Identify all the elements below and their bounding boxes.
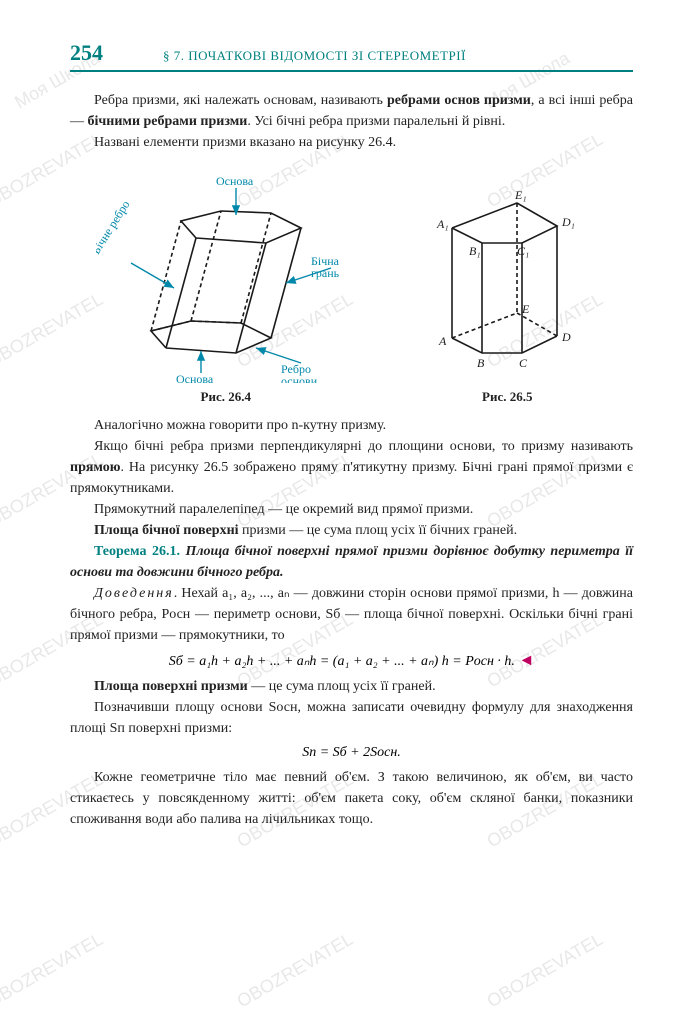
formula-2: Sп = Sб + 2Sосн. xyxy=(70,745,633,761)
vertex-label: A₁ xyxy=(436,217,449,231)
paragraph-3: Аналогічно можна говорити про n-кутну пр… xyxy=(70,415,633,436)
paragraph-9: Кожне геометричне тіло має певний об'єм.… xyxy=(70,767,633,830)
watermark: OBOZREVATEL xyxy=(0,929,107,1012)
label-osnova-bot: Основа xyxy=(176,372,214,383)
watermark: OBOZREVATEL xyxy=(483,929,606,1012)
vertex-label: B xyxy=(477,356,485,370)
term: Площа бічної поверхні xyxy=(94,523,239,538)
paragraph-7: Площа поверхні призми — це сума площ усі… xyxy=(70,676,633,697)
theorem-label: Теорема 26.1. xyxy=(94,544,180,559)
vertex-label: C xyxy=(519,356,528,370)
figure-caption-1: Рис. 26.4 xyxy=(96,389,356,405)
text: Ребра призми, які належать основам, нази… xyxy=(94,93,387,108)
formula-1: Sб = a₁h + a₂h + ... + aₙh = (a₁ + a₂ + … xyxy=(70,652,633,670)
term: прямою xyxy=(70,460,120,475)
text: . Усі бічні ребра призми паралельні й рі… xyxy=(247,114,505,129)
figure-26-5: A₁ B₁ C₁ D₁ E₁ A B C D E Рис. 26.5 xyxy=(407,173,607,405)
label-bichna-gran: Бічнагрань xyxy=(311,254,340,280)
text: Якщо бічні ребра призми перпендикулярні … xyxy=(94,439,633,454)
vertex-label: A xyxy=(438,334,447,348)
vertex-label: D xyxy=(561,330,571,344)
text: . На рисунку 26.5 зображено пряму п'ятик… xyxy=(70,460,633,496)
term: Площа поверхні призми xyxy=(94,679,248,694)
paragraph-2: Названі елементи призми вказано на рисун… xyxy=(70,132,633,153)
figure-26-4: Основа Бічне ребро Бічнагрань Основа Реб… xyxy=(96,173,356,405)
term: ребрами основ призми xyxy=(387,93,531,108)
formula-text: Sб = a₁h + a₂h + ... + aₙh = (a₁ + a₂ + … xyxy=(169,654,515,669)
page-header: 254 § 7. ПОЧАТКОВІ ВІДОМОСТІ ЗІ СТЕРЕОМЕ… xyxy=(70,40,633,72)
figure-caption-2: Рис. 26.5 xyxy=(407,389,607,405)
proof-end-icon: ◄ xyxy=(518,652,534,669)
proof-paragraph: Доведення. Нехай a₁, a₂, ..., aₙ — довжи… xyxy=(70,583,633,646)
figures-row: Основа Бічне ребро Бічнагрань Основа Реб… xyxy=(70,173,633,405)
section-title: § 7. ПОЧАТКОВІ ВІДОМОСТІ ЗІ СТЕРЕОМЕТРІЇ xyxy=(163,48,466,64)
term: бічними ребрами призми xyxy=(88,114,248,129)
paragraph-8: Позначивши площу основи Sосн, можна запи… xyxy=(70,697,633,739)
vertex-label: E xyxy=(521,302,530,316)
proof-label: Доведення xyxy=(94,586,174,601)
text: призми — це сума площ усіх її бічних гра… xyxy=(239,523,518,538)
prism-right-diagram: A₁ B₁ C₁ D₁ E₁ A B C D E xyxy=(407,173,607,383)
paragraph-6: Площа бічної поверхні призми — це сума п… xyxy=(70,520,633,541)
vertex-label: C₁ xyxy=(517,244,529,258)
paragraph-4: Якщо бічні ребра призми перпендикулярні … xyxy=(70,436,633,499)
paragraph-5: Прямокутний паралелепіпед — це окремий в… xyxy=(70,499,633,520)
watermark: OBOZREVATEL xyxy=(233,929,356,1012)
label-osnova-top: Основа xyxy=(216,174,254,188)
theorem-26-1: Теорема 26.1. Площа бічної поверхні прям… xyxy=(70,541,633,583)
label-bichne-rebro: Бічне ребро xyxy=(96,198,133,257)
vertex-label: D₁ xyxy=(561,215,575,229)
label-rebro-osnovy: Реброоснови xyxy=(281,362,318,383)
page-number: 254 xyxy=(70,40,103,66)
text: — це сума площ усіх її граней. xyxy=(248,679,436,694)
vertex-label: E₁ xyxy=(514,188,527,202)
paragraph-1: Ребра призми, які належать основам, нази… xyxy=(70,90,633,132)
vertex-label: B₁ xyxy=(469,244,481,258)
prism-oblique-diagram: Основа Бічне ребро Бічнагрань Основа Реб… xyxy=(96,173,356,383)
